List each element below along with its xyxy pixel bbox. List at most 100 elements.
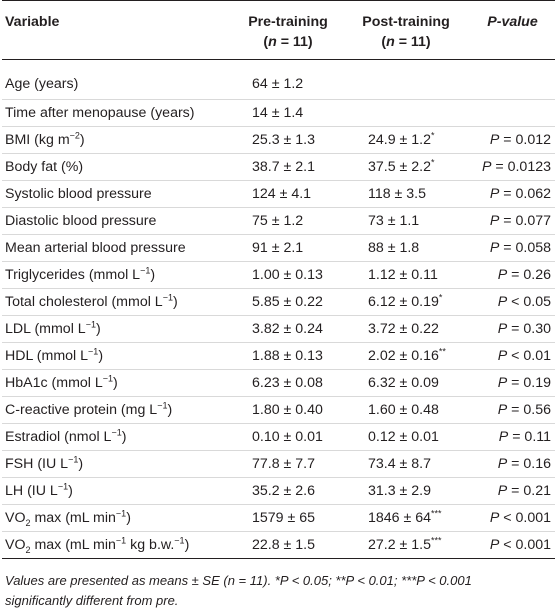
cell-pvalue: P < 0.05: [497, 294, 551, 310]
table-row: VO2 max (mL min−1 kg b.w.−1) 22.8 ± 1.5 27…: [2, 531, 555, 559]
cell-variable: HbA1c (mmol L−1): [5, 373, 118, 391]
table-row: Body fat (%) 38.7 ± 2.1 37.5 ± 2.2* P = 0.0…: [2, 153, 555, 181]
cell-pvalue: P = 0.30: [497, 321, 551, 337]
cell-pvalue: P = 0.56: [497, 402, 551, 418]
cell-variable: Time after menopause (years): [5, 105, 195, 121]
cell-post-training: 73.4 ± 8.7: [368, 456, 432, 472]
cell-pre-training: 25.3 ± 1.3: [252, 132, 316, 148]
cell-variable: Diastolic blood pressure: [5, 213, 157, 229]
table-row: LH (IU L−1) 35.2 ± 2.6 31.3 ± 2.9 P = 0.21: [2, 477, 555, 505]
cell-post-training: 37.5 ± 2.2*: [368, 157, 435, 175]
cell-pvalue: P < 0.001: [489, 537, 551, 553]
cell-variable: VO2 max (mL min−1): [5, 508, 131, 528]
table-row: Systolic blood pressure 124 ± 4.1 118 ± 3.…: [2, 180, 555, 208]
results-table: Variable Pre-training (n = 11) Post-trai…: [2, 0, 555, 559]
cell-pvalue: P < 0.01: [497, 348, 551, 364]
table-row: VO2 max (mL min−1) 1579 ± 65 1846 ± 64*** P…: [2, 504, 555, 532]
cell-pvalue: P = 0.21: [497, 483, 551, 499]
cell-pre-training: 6.23 ± 0.08: [252, 375, 323, 391]
cell-pvalue: P = 0.062: [489, 186, 551, 202]
cell-post-training: 0.12 ± 0.01: [368, 429, 439, 445]
table-row: Age (years) 64 ± 1.2: [2, 59, 555, 100]
cell-pvalue: P = 0.0123: [481, 159, 551, 175]
cell-post-training: 88 ± 1.8: [368, 240, 420, 256]
cell-pre-training: 75 ± 1.2: [252, 213, 304, 229]
cell-variable: FSH (IU L−1): [5, 454, 84, 472]
cell-pvalue: P = 0.19: [497, 375, 551, 391]
cell-pvalue: P = 0.26: [497, 267, 551, 283]
cell-post-training: 1.12 ± 0.11: [368, 267, 438, 283]
cell-pre-training: 64 ± 1.2: [252, 75, 304, 92]
cell-pvalue: P = 0.058: [489, 240, 551, 256]
cell-pre-training: 1.80 ± 0.40: [252, 402, 323, 418]
table-body: Age (years) 64 ± 1.2 Time after menopause …: [2, 59, 555, 559]
cell-variable: Triglycerides (mmol L−1): [5, 265, 156, 283]
header-pvalue: P-value: [487, 14, 538, 30]
cell-variable: Body fat (%): [5, 159, 84, 175]
cell-variable: LDL (mmol L−1): [5, 319, 101, 337]
cell-post-training: 73 ± 1.1: [368, 213, 420, 229]
cell-variable: BMI (kg m−2): [5, 130, 85, 148]
cell-post-training: 31.3 ± 2.9: [368, 483, 432, 499]
header-post-line2: (n = 11): [381, 34, 431, 50]
cell-pre-training: 1579 ± 65: [252, 510, 316, 526]
cell-pvalue: P = 0.11: [498, 429, 551, 445]
table-row: LDL (mmol L−1) 3.82 ± 0.24 3.72 ± 0.22 P = …: [2, 315, 555, 343]
cell-post-training: 6.12 ± 0.19*: [368, 292, 443, 310]
cell-variable: Systolic blood pressure: [5, 186, 152, 202]
cell-pvalue: P = 0.077: [489, 213, 551, 229]
table-row: Estradiol (nmol L−1) 0.10 ± 0.01 0.12 ± 0.…: [2, 423, 555, 451]
cell-post-training: 24.9 ± 1.2*: [368, 130, 435, 148]
cell-variable: Estradiol (nmol L−1): [5, 427, 127, 445]
table-row: Diastolic blood pressure 75 ± 1.2 73 ± 1.1…: [2, 207, 555, 235]
cell-post-training: 2.02 ± 0.16**: [368, 346, 446, 364]
cell-variable: Age (years): [5, 75, 79, 92]
header-pre-line2: (n = 11): [263, 34, 313, 50]
cell-pvalue: P = 0.16: [497, 456, 551, 472]
cell-pvalue: P < 0.001: [489, 510, 551, 526]
table-row: C-reactive protein (mg L−1) 1.80 ± 0.40 1.…: [2, 396, 555, 424]
table-row: HbA1c (mmol L−1) 6.23 ± 0.08 6.32 ± 0.09 P …: [2, 369, 555, 397]
cell-pre-training: 35.2 ± 2.6: [252, 483, 316, 499]
header-post-training: Post-training (n = 11): [342, 1, 470, 60]
cell-post-training: [342, 60, 470, 100]
cell-post-training: 1.60 ± 0.48: [368, 402, 439, 418]
cell-pvalue: [470, 60, 555, 100]
header-pre-line1: Pre-training: [248, 14, 328, 30]
cell-pre-training: 38.7 ± 2.1: [252, 159, 316, 175]
table-row: HDL (mmol L−1) 1.88 ± 0.13 2.02 ± 0.16** P …: [2, 342, 555, 370]
table-row: Time after menopause (years) 14 ± 1.4: [2, 99, 555, 127]
cell-pre-training: 1.88 ± 0.13: [252, 348, 323, 364]
cell-post-training: 27.2 ± 1.5***: [368, 535, 442, 553]
cell-post-training: 3.72 ± 0.22: [368, 321, 439, 337]
cell-pre-training: 77.8 ± 7.7: [252, 456, 316, 472]
cell-post-training: [342, 100, 470, 127]
cell-pre-training: 124 ± 4.1: [252, 186, 312, 202]
table-row: Total cholesterol (mmol L−1) 5.85 ± 0.22 6…: [2, 288, 555, 316]
cell-pre-training: 14 ± 1.4: [252, 105, 304, 121]
cell-pre-training: 3.82 ± 0.24: [252, 321, 323, 337]
cell-pvalue: [470, 100, 555, 127]
cell-pre-training: 22.8 ± 1.5: [252, 537, 316, 553]
table-header: Variable Pre-training (n = 11) Post-trai…: [2, 0, 555, 60]
cell-pre-training: 91 ± 2.1: [252, 240, 304, 256]
cell-post-training: 6.32 ± 0.09: [368, 375, 439, 391]
header-pre-training: Pre-training (n = 11): [234, 1, 342, 60]
table-row: BMI (kg m−2) 25.3 ± 1.3 24.9 ± 1.2* P = 0.0…: [2, 126, 555, 154]
cell-pre-training: 0.10 ± 0.01: [252, 429, 323, 445]
header-variable: Variable: [5, 14, 60, 30]
table-row: Mean arterial blood pressure 91 ± 2.1 88 ±…: [2, 234, 555, 262]
cell-post-training: 1846 ± 64***: [368, 508, 442, 526]
cell-variable: HDL (mmol L−1): [5, 346, 104, 364]
header-row: Variable Pre-training (n = 11) Post-trai…: [2, 0, 555, 60]
cell-variable: VO2 max (mL min−1 kg b.w.−1): [5, 535, 190, 555]
header-post-line1: Post-training: [362, 14, 450, 30]
cell-variable: Total cholesterol (mmol L−1): [5, 292, 178, 310]
table-row: FSH (IU L−1) 77.8 ± 7.7 73.4 ± 8.7 P = 0.16: [2, 450, 555, 478]
cell-pvalue: P = 0.012: [489, 132, 551, 148]
cell-variable: Mean arterial blood pressure: [5, 240, 186, 256]
cell-variable: LH (IU L−1): [5, 481, 73, 499]
footnote-line-2: significantly different from pre.: [5, 593, 179, 608]
cell-pre-training: 1.00 ± 0.13: [252, 267, 323, 283]
